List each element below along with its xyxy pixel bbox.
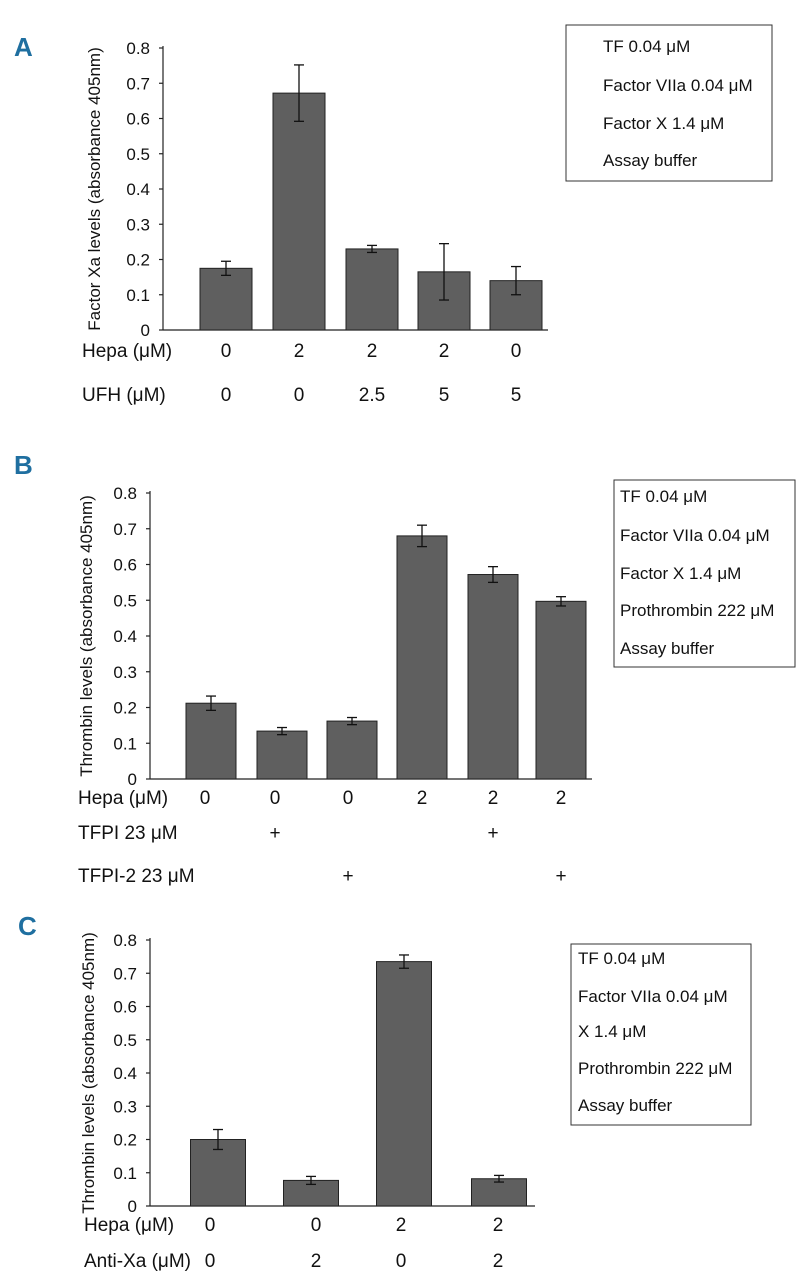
panel-a-condition-value: 0 (511, 341, 522, 362)
panel-b-legend-box (613, 479, 796, 668)
panel-c-legend-item: X 1.4 μM (578, 1022, 646, 1041)
panel-a-ytick-label: 0.4 (126, 180, 150, 199)
panel-a-legend-item: Factor X 1.4 μM (603, 114, 724, 133)
panel-c-condition-value: 2 (493, 1215, 504, 1236)
panel-b-bar (396, 535, 448, 780)
panel-a-condition-value: 0 (294, 385, 305, 406)
panel-b-bar (326, 720, 378, 780)
panel-a-condition-value: 2 (294, 341, 305, 362)
panel-b-condition-value: 0 (200, 788, 211, 809)
panel-c-ytick-label: 0.7 (113, 964, 137, 983)
panel-c-ytick-label: 0.4 (113, 1064, 137, 1083)
panel-c-condition-label: Anti-Xa (μM) (84, 1251, 191, 1272)
panel-c-condition-value: 0 (205, 1215, 216, 1236)
panel-c-condition-value: 0 (205, 1251, 216, 1272)
panel-a-condition-value: 5 (439, 385, 450, 406)
panel-b-legend-item: TF 0.04 μM (620, 487, 707, 506)
panel-c-ytick-label: 0.5 (113, 1031, 137, 1050)
panel-a-condition-value: 0 (221, 385, 232, 406)
panel-b-bar (185, 702, 237, 780)
panel-c-bar (376, 961, 432, 1207)
panel-b-bar (256, 730, 308, 780)
panel-c-ytick-label: 0.3 (113, 1097, 137, 1116)
panel-c-legend-item: Prothrombin 222 μM (578, 1059, 732, 1078)
panel-b-condition-value: + (342, 866, 353, 887)
panel-a-bar (272, 92, 326, 331)
panel-a-ytick-label: 0.7 (126, 74, 150, 93)
panel-a-ytick-label: 0.2 (126, 251, 150, 270)
panel-a-legend-item: TF 0.04 μM (603, 37, 690, 56)
panel-c-legend-item: Factor VIIa 0.04 μM (578, 987, 728, 1006)
panel-a-condition-value: 5 (511, 385, 522, 406)
panel-c-condition-value: 2 (493, 1251, 504, 1272)
panel-b-condition-value: + (269, 823, 280, 844)
panel-c-condition-value: 0 (396, 1251, 407, 1272)
panel-b-condition-value: 0 (270, 788, 281, 809)
panel-c-ytick-label: 0.8 (113, 931, 137, 950)
panel-c-bar (190, 1139, 246, 1207)
panel-a-ytick-label: 0.1 (126, 286, 150, 305)
panel-c-bar (471, 1178, 527, 1207)
panel-b-condition-label: TFPI 23 μM (78, 823, 178, 844)
panel-c-ytick-label: 0 (128, 1197, 137, 1216)
panel-c-condition-label: Hepa (μM) (84, 1215, 174, 1236)
panel-c-condition-value: 2 (396, 1215, 407, 1236)
panel-a-condition-value: 2 (439, 341, 450, 362)
panel-c-legend-box (570, 943, 752, 1126)
panel-b-ytick-label: 0 (128, 770, 137, 789)
panel-c-condition-value: 0 (311, 1215, 322, 1236)
panel-b-ytick-label: 0.7 (113, 520, 137, 539)
panel-b-ytick-label: 0.2 (113, 699, 137, 718)
panel-c-ytick-label: 0.6 (113, 998, 137, 1017)
panel-c-letter: C (18, 911, 37, 941)
panel-b-ytick-label: 0.3 (113, 663, 137, 682)
panel-a-condition-value: 2 (367, 341, 378, 362)
panel-a-bar (199, 267, 253, 331)
panel-c-y-axis-label: Thrombin levels (absorbance 405nm) (79, 932, 98, 1214)
panel-a-legend-item: Assay buffer (603, 151, 698, 170)
panel-b-legend-item: Factor X 1.4 μM (620, 564, 741, 583)
panel-b-ytick-label: 0.6 (113, 556, 137, 575)
panel-a-condition-label: UFH (μM) (82, 385, 166, 406)
panel-c-legend-item: Assay buffer (578, 1096, 673, 1115)
panel-a-condition-label: Hepa (μM) (82, 341, 172, 362)
panel-b-condition-value: + (487, 823, 498, 844)
panel-c-condition-value: 2 (311, 1251, 322, 1272)
panel-a-condition-value: 2.5 (359, 385, 385, 406)
panel-a-legend-item: Factor VIIa 0.04 μM (603, 76, 753, 95)
panel-b-legend-item: Factor VIIa 0.04 μM (620, 526, 770, 545)
panel-b-condition-value: + (555, 866, 566, 887)
panel-b-y-axis-label: Thrombin levels (absorbance 405nm) (77, 495, 96, 777)
panel-b-condition-value: 0 (343, 788, 354, 809)
panel-a-letter: A (14, 32, 33, 62)
panel-a-ytick-label: 0.6 (126, 110, 150, 129)
panel-b-bar (467, 574, 519, 780)
panel-b-legend-item: Assay buffer (620, 639, 715, 658)
panel-b-condition-value: 2 (556, 788, 567, 809)
panel-b-letter: B (14, 450, 33, 480)
panel-b-legend-item: Prothrombin 222 μM (620, 601, 774, 620)
panel-b-ytick-label: 0.1 (113, 734, 137, 753)
panel-b-condition-label: Hepa (μM) (78, 788, 168, 809)
panel-b-ytick-label: 0.5 (113, 591, 137, 610)
panel-c-legend-item: TF 0.04 μM (578, 949, 665, 968)
panel-c-ytick-label: 0.1 (113, 1164, 137, 1183)
panel-a-bar (345, 248, 399, 331)
panel-c-ytick-label: 0.2 (113, 1131, 137, 1150)
panel-b-ytick-label: 0.8 (113, 484, 137, 503)
panel-a-y-axis-label: Factor Xa levels (absorbance 405nm) (85, 47, 104, 330)
panel-a-condition-value: 0 (221, 341, 232, 362)
panel-b-condition-value: 2 (488, 788, 499, 809)
panel-b-bar (535, 600, 587, 780)
panel-a-ytick-label: 0.8 (126, 39, 150, 58)
panel-b-condition-value: 2 (417, 788, 428, 809)
panel-b-ytick-label: 0.4 (113, 627, 137, 646)
panel-a-legend-box (565, 24, 773, 182)
panel-a-ytick-label: 0.3 (126, 215, 150, 234)
panel-a-ytick-label: 0 (141, 321, 150, 340)
panel-b-condition-label: TFPI-2 23 μM (78, 866, 195, 887)
panel-a-ytick-label: 0.5 (126, 145, 150, 164)
